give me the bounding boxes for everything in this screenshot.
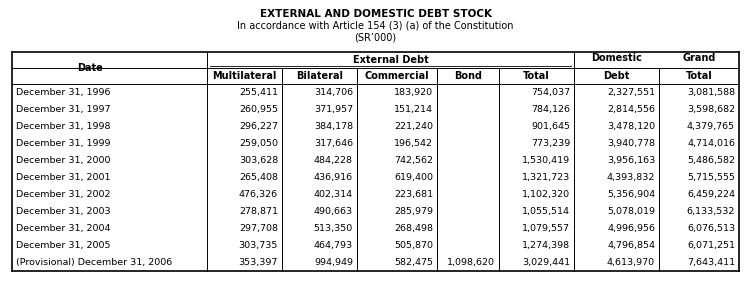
Text: 1,321,723: 1,321,723 <box>522 173 570 182</box>
Text: 901,645: 901,645 <box>531 122 570 131</box>
Text: 505,870: 505,870 <box>394 241 433 250</box>
Text: 151,214: 151,214 <box>394 105 433 114</box>
Text: 4,714,016: 4,714,016 <box>687 139 735 148</box>
Text: 5,486,582: 5,486,582 <box>687 156 735 165</box>
Text: 1,530,419: 1,530,419 <box>522 156 570 165</box>
Text: (SR’000): (SR’000) <box>354 32 397 42</box>
Text: 6,071,251: 6,071,251 <box>687 241 735 250</box>
Text: Total: Total <box>523 71 550 81</box>
Text: 773,239: 773,239 <box>531 139 570 148</box>
Text: 196,542: 196,542 <box>394 139 433 148</box>
Text: 4,393,832: 4,393,832 <box>607 173 655 182</box>
Text: 296,227: 296,227 <box>239 122 278 131</box>
Text: 464,793: 464,793 <box>314 241 353 250</box>
Text: 402,314: 402,314 <box>314 190 353 199</box>
Text: 1,102,320: 1,102,320 <box>522 190 570 199</box>
Text: December 31, 1999: December 31, 1999 <box>16 139 110 148</box>
Text: 303,628: 303,628 <box>239 156 278 165</box>
Text: 265,408: 265,408 <box>239 173 278 182</box>
Text: 4,996,956: 4,996,956 <box>607 224 655 233</box>
Text: 3,598,682: 3,598,682 <box>687 105 735 114</box>
Text: 742,562: 742,562 <box>394 156 433 165</box>
Text: 1,079,557: 1,079,557 <box>522 224 570 233</box>
Text: December 31, 1998: December 31, 1998 <box>16 122 110 131</box>
Text: 754,037: 754,037 <box>531 88 570 97</box>
Text: 4,613,970: 4,613,970 <box>607 258 655 267</box>
Text: Bond: Bond <box>454 71 482 81</box>
Text: December 31, 2001: December 31, 2001 <box>16 173 110 182</box>
Text: 513,350: 513,350 <box>314 224 353 233</box>
Text: December 31, 2005: December 31, 2005 <box>16 241 110 250</box>
Text: Date: Date <box>77 63 103 73</box>
Text: Total: Total <box>686 71 713 81</box>
Text: 285,979: 285,979 <box>394 207 433 216</box>
Text: 5,356,904: 5,356,904 <box>607 190 655 199</box>
Text: 317,646: 317,646 <box>314 139 353 148</box>
Text: 223,681: 223,681 <box>394 190 433 199</box>
Text: 221,240: 221,240 <box>394 122 433 131</box>
Text: 619,400: 619,400 <box>394 173 433 182</box>
Text: 7,643,411: 7,643,411 <box>687 258 735 267</box>
Text: 3,940,778: 3,940,778 <box>607 139 655 148</box>
Text: 259,050: 259,050 <box>239 139 278 148</box>
Text: 2,327,551: 2,327,551 <box>607 88 655 97</box>
Text: Commercial: Commercial <box>365 71 430 81</box>
Text: 490,663: 490,663 <box>314 207 353 216</box>
Text: December 31, 2004: December 31, 2004 <box>16 224 110 233</box>
Text: 255,411: 255,411 <box>239 88 278 97</box>
Text: 1,055,514: 1,055,514 <box>522 207 570 216</box>
Text: 384,178: 384,178 <box>314 122 353 131</box>
Text: 183,920: 183,920 <box>394 88 433 97</box>
Text: 3,029,441: 3,029,441 <box>522 258 570 267</box>
Text: December 31, 2003: December 31, 2003 <box>16 207 110 216</box>
Text: 484,228: 484,228 <box>314 156 353 165</box>
Text: Bilateral: Bilateral <box>296 71 343 81</box>
Text: December 31, 1997: December 31, 1997 <box>16 105 110 114</box>
Text: EXTERNAL AND DOMESTIC DEBT STOCK: EXTERNAL AND DOMESTIC DEBT STOCK <box>260 9 491 19</box>
Text: 5,078,019: 5,078,019 <box>607 207 655 216</box>
Text: (Provisional) December 31, 2006: (Provisional) December 31, 2006 <box>16 258 172 267</box>
Text: 2,814,556: 2,814,556 <box>607 105 655 114</box>
Text: Multilateral: Multilateral <box>213 71 276 81</box>
Text: 582,475: 582,475 <box>394 258 433 267</box>
Text: December 31, 1996: December 31, 1996 <box>16 88 110 97</box>
Text: 994,949: 994,949 <box>314 258 353 267</box>
Text: 371,957: 371,957 <box>314 105 353 114</box>
Text: 260,955: 260,955 <box>239 105 278 114</box>
Text: 6,076,513: 6,076,513 <box>687 224 735 233</box>
Text: 353,397: 353,397 <box>239 258 278 267</box>
Text: 278,871: 278,871 <box>239 207 278 216</box>
Text: In accordance with Article 154 (3) (a) of the Constitution: In accordance with Article 154 (3) (a) o… <box>237 21 514 31</box>
Text: Debt: Debt <box>603 71 629 81</box>
Text: 1,098,620: 1,098,620 <box>447 258 495 267</box>
Text: 3,081,588: 3,081,588 <box>687 88 735 97</box>
Text: 6,133,532: 6,133,532 <box>686 207 735 216</box>
Text: 297,708: 297,708 <box>239 224 278 233</box>
Text: 314,706: 314,706 <box>314 88 353 97</box>
Text: 4,796,854: 4,796,854 <box>607 241 655 250</box>
Text: December 31, 2002: December 31, 2002 <box>16 190 110 199</box>
Text: December 31, 2000: December 31, 2000 <box>16 156 110 165</box>
Text: 3,478,120: 3,478,120 <box>607 122 655 131</box>
Text: 1,274,398: 1,274,398 <box>522 241 570 250</box>
Text: 4,379,765: 4,379,765 <box>687 122 735 131</box>
Text: 436,916: 436,916 <box>314 173 353 182</box>
Text: 784,126: 784,126 <box>531 105 570 114</box>
Text: 3,956,163: 3,956,163 <box>607 156 655 165</box>
Text: 6,459,224: 6,459,224 <box>687 190 735 199</box>
Text: 5,715,555: 5,715,555 <box>687 173 735 182</box>
Text: 476,326: 476,326 <box>239 190 278 199</box>
Text: Domestic: Domestic <box>591 53 642 63</box>
Text: 303,735: 303,735 <box>239 241 278 250</box>
Text: Grand: Grand <box>683 53 716 63</box>
Text: 268,498: 268,498 <box>394 224 433 233</box>
Text: External Debt: External Debt <box>353 55 428 65</box>
